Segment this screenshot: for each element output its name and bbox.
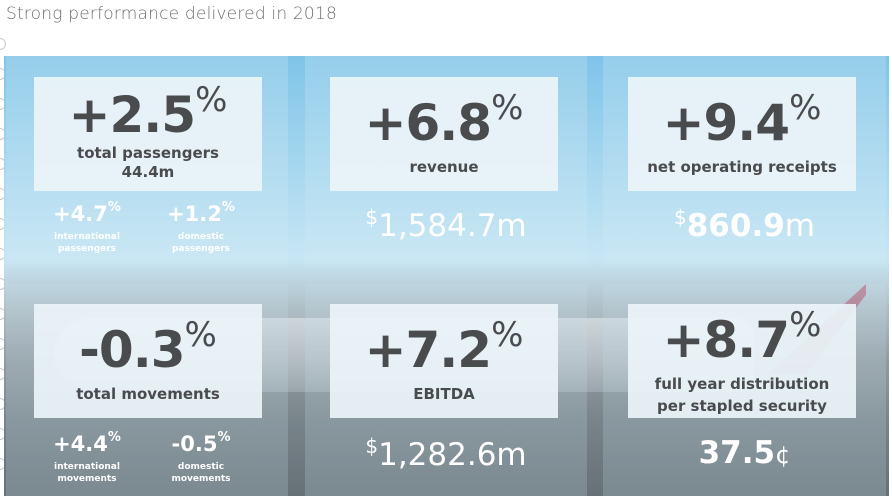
kpi-amount: 37.5¢ <box>698 435 791 471</box>
tile-ebitda: +7.2% EBITDA $1,282.6m <box>305 283 587 496</box>
sub-kpi-domestic-passengers: +1.2% domestic passengers <box>167 200 235 255</box>
kpi-value: +2.5% <box>68 80 228 144</box>
kpi-label: total passengers <box>77 144 219 162</box>
kpi-label-line2: per stapled security <box>657 397 827 415</box>
kpi-amount: $860.9m <box>674 205 815 244</box>
kpi-panel: +2.5% total passengers 44.4m <box>34 77 262 191</box>
kpi-label: revenue <box>409 158 479 176</box>
kpi-value: +7.2% <box>364 315 524 379</box>
page-title: Strong performance delivered in 2018 <box>6 4 337 24</box>
kpi-label: total movements <box>76 385 220 403</box>
kpi-value: +9.4% <box>662 88 822 152</box>
kpi-amount: $1,584.7m <box>365 205 527 244</box>
kpi-value: -0.3% <box>79 315 217 379</box>
tile-net-operating-receipts: +9.4% net operating receipts $860.9m <box>603 56 886 266</box>
tile-total-movements: -0.3% total movements +4.4% internationa… <box>6 283 288 496</box>
tile-revenue: +6.8% revenue $1,584.7m <box>305 56 587 266</box>
kpi-panel: +6.8% revenue <box>330 77 558 191</box>
kpi-value: +6.8% <box>364 88 524 152</box>
kpi-panel: +8.7% full year distribution per stapled… <box>628 304 856 418</box>
kpi-sublabel: 44.4m <box>121 163 175 181</box>
sub-kpi-international-movements: +4.4% international movements <box>53 430 121 485</box>
sub-kpi-domestic-movements: -0.5% domestic movements <box>171 430 231 485</box>
kpi-label-line1: full year distribution <box>654 375 830 393</box>
kpi-panel: -0.3% total movements <box>34 304 262 418</box>
kpi-panel: +7.2% EBITDA <box>330 304 558 418</box>
kpi-value: +8.7% <box>662 305 822 369</box>
kpi-grid: +2.5% total passengers 44.4m +4.7% inter… <box>4 56 889 496</box>
kpi-label: EBITDA <box>413 385 475 403</box>
kpi-label: net operating receipts <box>647 158 837 176</box>
sub-kpi-international-passengers: +4.7% international passengers <box>53 200 121 255</box>
tile-total-passengers: +2.5% total passengers 44.4m +4.7% inter… <box>6 56 288 266</box>
tile-distribution-per-security: +8.7% full year distribution per stapled… <box>603 283 886 496</box>
kpi-amount: $1,282.6m <box>365 434 527 473</box>
kpi-panel: +9.4% net operating receipts <box>628 77 856 191</box>
